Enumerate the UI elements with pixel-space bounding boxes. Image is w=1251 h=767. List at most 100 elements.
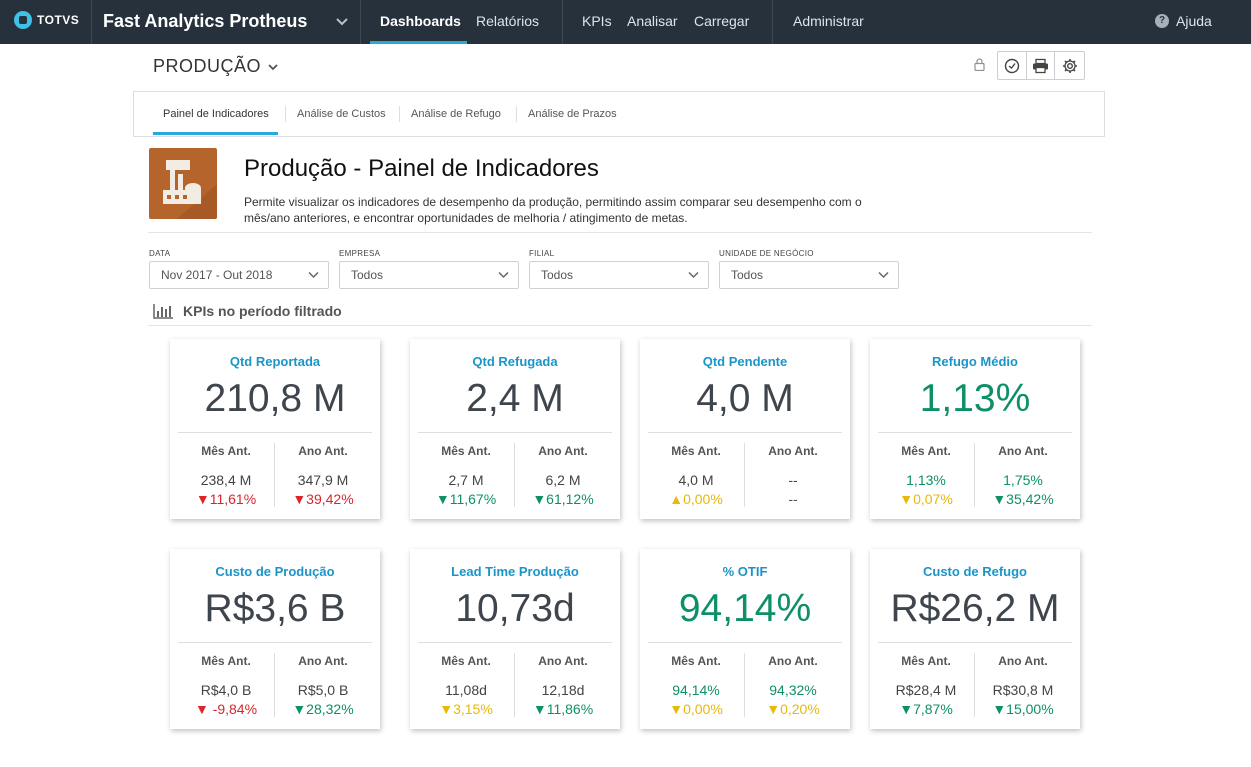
kpi-card[interactable]: % OTIF 94,14% Mês Ant. 94,14% ▼0,00% Ano…: [640, 549, 850, 729]
prev-year-delta: --: [788, 491, 798, 507]
prev-year-label: Ano Ant.: [768, 654, 818, 668]
nav-divider: [562, 0, 563, 44]
dashboard-selector[interactable]: PRODUÇÃO: [153, 56, 279, 77]
kpi-prev-month: Mês Ant. R$4,0 B ▼ -9,84%: [178, 653, 274, 719]
tab-analise-de-custos[interactable]: Análise de Custos: [297, 108, 386, 120]
kpi-title: Qtd Refugada: [472, 354, 558, 369]
filter-unidade-value: Todos: [731, 268, 764, 282]
kpi-title: Lead Time Produção: [451, 564, 579, 579]
prev-year-value: 12,18d: [541, 682, 585, 698]
prev-month-delta: ▼3,15%: [439, 701, 493, 717]
nav-dashboards[interactable]: Dashboards: [380, 13, 461, 29]
prev-month-delta: ▼ -9,84%: [194, 701, 258, 717]
totvs-logo-icon: [14, 11, 32, 29]
kpi-value: 4,0 M: [696, 377, 794, 420]
kpi-divider: [178, 642, 372, 643]
filter-unidade-select[interactable]: Todos: [719, 261, 899, 289]
prev-month-label: Mês Ant.: [441, 444, 491, 458]
prev-year-delta: ▼15,00%: [992, 701, 1054, 717]
kpi-card[interactable]: Qtd Refugada 2,4 M Mês Ant. 2,7 M ▼11,67…: [410, 339, 620, 519]
kpi-card[interactable]: Qtd Pendente 4,0 M Mês Ant. 4,0 M ▲0,00%…: [640, 339, 850, 519]
kpi-title: Refugo Médio: [932, 354, 1018, 369]
app-title[interactable]: Fast Analytics Protheus: [103, 11, 308, 31]
prev-month-value: 238,4 M: [200, 472, 252, 488]
kpi-value: 94,14%: [678, 587, 812, 630]
prev-month-value: 11,08d: [445, 682, 487, 698]
kpi-card[interactable]: Custo de Refugo R$26,2 M Mês Ant. R$28,4…: [870, 549, 1080, 729]
chevron-down-icon[interactable]: [334, 14, 350, 30]
gear-icon: [1062, 58, 1077, 73]
chevron-down-icon: [498, 271, 509, 279]
kpi-prev-year: Ano Ant. R$30,8 M ▼15,00%: [975, 653, 1071, 719]
kpi-card[interactable]: Custo de Produção R$3,6 B Mês Ant. R$4,0…: [170, 549, 380, 729]
kpi-value: 2,4 M: [466, 377, 564, 420]
kpi-divider: [648, 432, 842, 433]
bar-chart-icon: [153, 304, 173, 319]
kpi-title: Qtd Pendente: [702, 354, 788, 369]
prev-year-label: Ano Ant.: [538, 654, 588, 668]
help-icon: ?: [1155, 14, 1169, 28]
kpi-value: 1,13%: [919, 377, 1031, 420]
tab-analise-de-prazos[interactable]: Análise de Prazos: [528, 108, 617, 120]
settings-button[interactable]: [1055, 52, 1084, 79]
logo-text: TOTVS: [37, 13, 80, 27]
chevron-down-icon: [308, 271, 319, 279]
schedule-button[interactable]: [998, 52, 1027, 79]
kpi-column-divider: [274, 443, 275, 507]
nav-divider: [360, 0, 361, 44]
prev-year-value: --: [788, 472, 798, 488]
prev-month-value: 2,7 M: [448, 472, 484, 488]
filter-label-empresa: EMPRESA: [339, 249, 381, 258]
section-divider: [148, 325, 1092, 326]
kpi-value: 210,8 M: [204, 377, 346, 420]
kpi-section-heading: KPIs no período filtrado: [153, 303, 342, 319]
prev-year-value: R$30,8 M: [992, 682, 1054, 698]
nav-analisar[interactable]: Analisar: [627, 13, 678, 29]
prev-month-value: 4,0 M: [678, 472, 714, 488]
prev-month-delta: ▼0,00%: [669, 701, 723, 717]
print-button[interactable]: [1027, 52, 1056, 79]
kpi-prev-month: Mês Ant. 4,0 M ▲0,00%: [648, 443, 744, 509]
dashboard-toolbar: [997, 51, 1085, 80]
totvs-logo[interactable]: TOTVS: [14, 11, 79, 29]
kpi-divider: [648, 642, 842, 643]
nav-relatorios[interactable]: Relatórios: [476, 13, 540, 29]
kpi-title: Qtd Reportada: [229, 354, 321, 369]
prev-year-value: 94,32%: [769, 682, 817, 698]
kpi-divider: [418, 432, 612, 433]
filter-filial-select[interactable]: Todos: [529, 261, 709, 289]
filter-filial-value: Todos: [541, 268, 574, 282]
prev-month-delta: ▼7,87%: [899, 701, 953, 717]
kpi-value: R$3,6 B: [204, 587, 346, 630]
prev-month-label: Mês Ant.: [441, 654, 491, 668]
kpi-card[interactable]: Refugo Médio 1,13% Mês Ant. 1,13% ▼0,07%…: [870, 339, 1080, 519]
prev-month-label: Mês Ant.: [201, 654, 251, 668]
kpi-card[interactable]: Lead Time Produção 10,73d Mês Ant. 11,08…: [410, 549, 620, 729]
prev-year-label: Ano Ant.: [538, 444, 588, 458]
factory-icon: [149, 148, 217, 219]
tab-analise-de-refugo[interactable]: Análise de Refugo: [411, 108, 501, 120]
kpi-card[interactable]: Qtd Reportada 210,8 M Mês Ant. 238,4 M ▼…: [170, 339, 380, 519]
prev-month-label: Mês Ant.: [671, 654, 721, 668]
nav-kpis[interactable]: KPIs: [582, 13, 612, 29]
filter-data-select[interactable]: Nov 2017 - Out 2018: [149, 261, 329, 289]
kpi-prev-year: Ano Ant. 347,9 M ▼39,42%: [275, 443, 371, 509]
kpi-prev-year: Ano Ant. 6,2 M ▼61,12%: [515, 443, 611, 509]
nav-carregar[interactable]: Carregar: [694, 13, 750, 29]
chevron-down-icon: [878, 271, 889, 279]
nav-administrar[interactable]: Administrar: [793, 13, 864, 29]
kpi-prev-year: Ano Ant. -- --: [745, 443, 841, 509]
kpi-title: Custo de Produção: [215, 564, 335, 579]
lock-icon[interactable]: [974, 58, 985, 71]
prev-year-value: 6,2 M: [545, 472, 581, 488]
help-link[interactable]: ? Ajuda: [1155, 13, 1212, 29]
prev-month-label: Mês Ant.: [901, 444, 951, 458]
prev-month-label: Mês Ant.: [201, 444, 251, 458]
tab-divider: [285, 106, 286, 122]
tab-painel-de-indicadores[interactable]: Painel de Indicadores: [163, 108, 269, 120]
kpi-prev-year: Ano Ant. 94,32% ▼0,20%: [745, 653, 841, 719]
kpi-divider: [178, 432, 372, 433]
kpi-column-divider: [974, 653, 975, 717]
filter-empresa-select[interactable]: Todos: [339, 261, 519, 289]
kpi-prev-year: Ano Ant. 12,18d ▼11,86%: [515, 653, 611, 719]
